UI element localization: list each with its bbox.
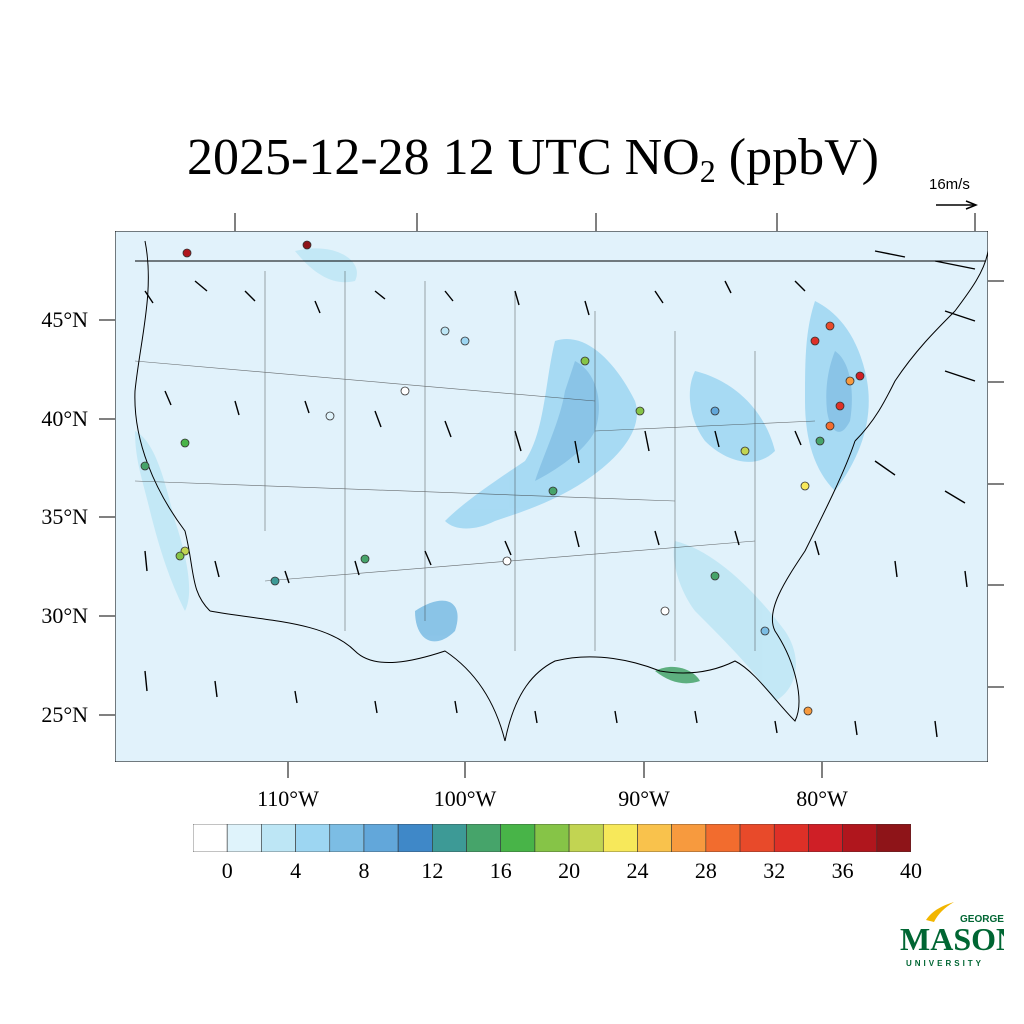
concentration-shading <box>135 248 869 701</box>
colorbar-swatch <box>705 824 741 852</box>
colorbar-swatch <box>193 824 228 852</box>
bottom-ticks <box>287 762 823 778</box>
right-ticks <box>988 280 1004 688</box>
colorbar-tick-label: 20 <box>558 858 581 883</box>
colorbar-swatch <box>466 824 502 852</box>
no2-map <box>115 231 988 762</box>
colorbar-tick-label: 36 <box>831 858 854 883</box>
colorbar-tick-label: 8 <box>358 858 370 883</box>
colorbar-swatch <box>295 824 331 852</box>
colorbar-swatch <box>432 824 467 852</box>
lon-label-80: 80°W <box>796 786 848 811</box>
lat-label-25: 25°N <box>41 702 88 727</box>
svg-text:MASON: MASON <box>900 921 1004 957</box>
colorbar-swatch <box>842 824 878 852</box>
wind-reference-label: 16m/s <box>929 176 970 193</box>
lat-label-30: 30°N <box>41 603 88 628</box>
colorbar-tick-label: 0 <box>221 858 233 883</box>
top-ticks <box>234 213 976 231</box>
colorbar-swatch <box>671 824 707 852</box>
lat-label-45: 45°N <box>41 307 88 332</box>
colorbar-swatch <box>637 824 672 852</box>
lon-label-110: 110°W <box>257 786 319 811</box>
colorbar-swatch <box>500 824 536 852</box>
state-borders <box>134 271 816 661</box>
colorbar <box>193 824 911 852</box>
colorbar-swatch <box>261 824 296 852</box>
colorbar-tick-label: 40 <box>900 858 922 883</box>
colorbar-tick-label: 4 <box>290 858 302 883</box>
colorbar-tick-label: 12 <box>421 858 444 883</box>
map-title: 2025-12-28 12 UTC NO2 (ppbV) <box>187 129 879 189</box>
lat-label-40: 40°N <box>41 406 88 431</box>
svg-text:GEORGE: GEORGE <box>960 914 1004 925</box>
wind-reference-arrow <box>936 200 978 210</box>
colorbar-tick-label: 32 <box>763 858 786 883</box>
monitor-sites <box>140 240 865 716</box>
george-mason-logo: GEORGE MASON UNIVERSITY <box>900 902 1004 968</box>
left-ticks <box>99 319 115 716</box>
colorbar-swatch <box>397 824 433 852</box>
colorbar-swatch <box>226 824 262 852</box>
svg-text:UNIVERSITY: UNIVERSITY <box>906 959 984 968</box>
colorbar-tick-label: 24 <box>626 858 649 883</box>
colorbar-swatch <box>363 824 399 852</box>
colorbar-swatch <box>808 824 843 852</box>
colorbar-swatch <box>329 824 365 852</box>
colorbar-swatch <box>568 824 604 852</box>
lat-label-35: 35°N <box>41 504 88 529</box>
colorbar-swatch <box>773 824 809 852</box>
colorbar-swatch <box>876 824 911 852</box>
coastlines <box>134 240 988 742</box>
colorbar-swatch <box>534 824 570 852</box>
colorbar-swatch <box>739 824 775 852</box>
colorbar-swatch <box>602 824 638 852</box>
lon-label-100: 100°W <box>433 786 497 811</box>
colorbar-tick-label: 16 <box>489 858 512 883</box>
colorbar-tick-label: 28 <box>694 858 717 883</box>
wind-vectors <box>144 250 976 738</box>
lon-label-90: 90°W <box>618 786 670 811</box>
